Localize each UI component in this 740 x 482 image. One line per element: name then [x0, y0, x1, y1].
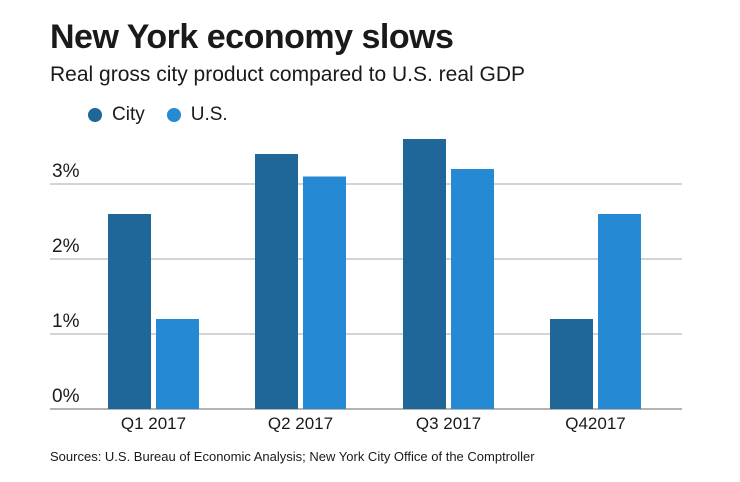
- y-tick-label: 2%: [52, 236, 80, 257]
- y-tick-label: 3%: [52, 161, 80, 182]
- legend: City U.S.: [88, 104, 250, 126]
- source-note: Sources: U.S. Bureau of Economic Analysi…: [50, 449, 535, 464]
- bar-city-3: [403, 139, 446, 409]
- legend-item-us: U.S.: [166, 104, 228, 126]
- bar-city-4: [550, 319, 593, 409]
- bar-city-2: [255, 154, 298, 409]
- bar-us-3: [451, 169, 494, 409]
- chart-title: New York economy slows: [50, 18, 454, 56]
- bar-us-4: [598, 214, 641, 409]
- bar-city-1: [108, 214, 151, 409]
- legend-swatch-us: [166, 108, 181, 122]
- x-tick-label: Q2 2017: [268, 414, 333, 433]
- legend-swatch-city: [88, 108, 102, 122]
- x-tick-label: Q1 2017: [121, 414, 186, 433]
- y-tick-label: 1%: [52, 311, 80, 332]
- legend-label-city: City: [112, 104, 145, 125]
- bar-us-1: [156, 319, 199, 409]
- legend-item-city: City: [88, 104, 145, 126]
- chart-subtitle: Real gross city product compared to U.S.…: [50, 63, 526, 86]
- y-tick-label: 0%: [52, 386, 80, 407]
- x-tick-label: Q42017: [565, 414, 626, 433]
- legend-label-us: U.S.: [190, 104, 228, 125]
- bar-us-2: [303, 176, 346, 409]
- x-tick-label: Q3 2017: [416, 414, 481, 433]
